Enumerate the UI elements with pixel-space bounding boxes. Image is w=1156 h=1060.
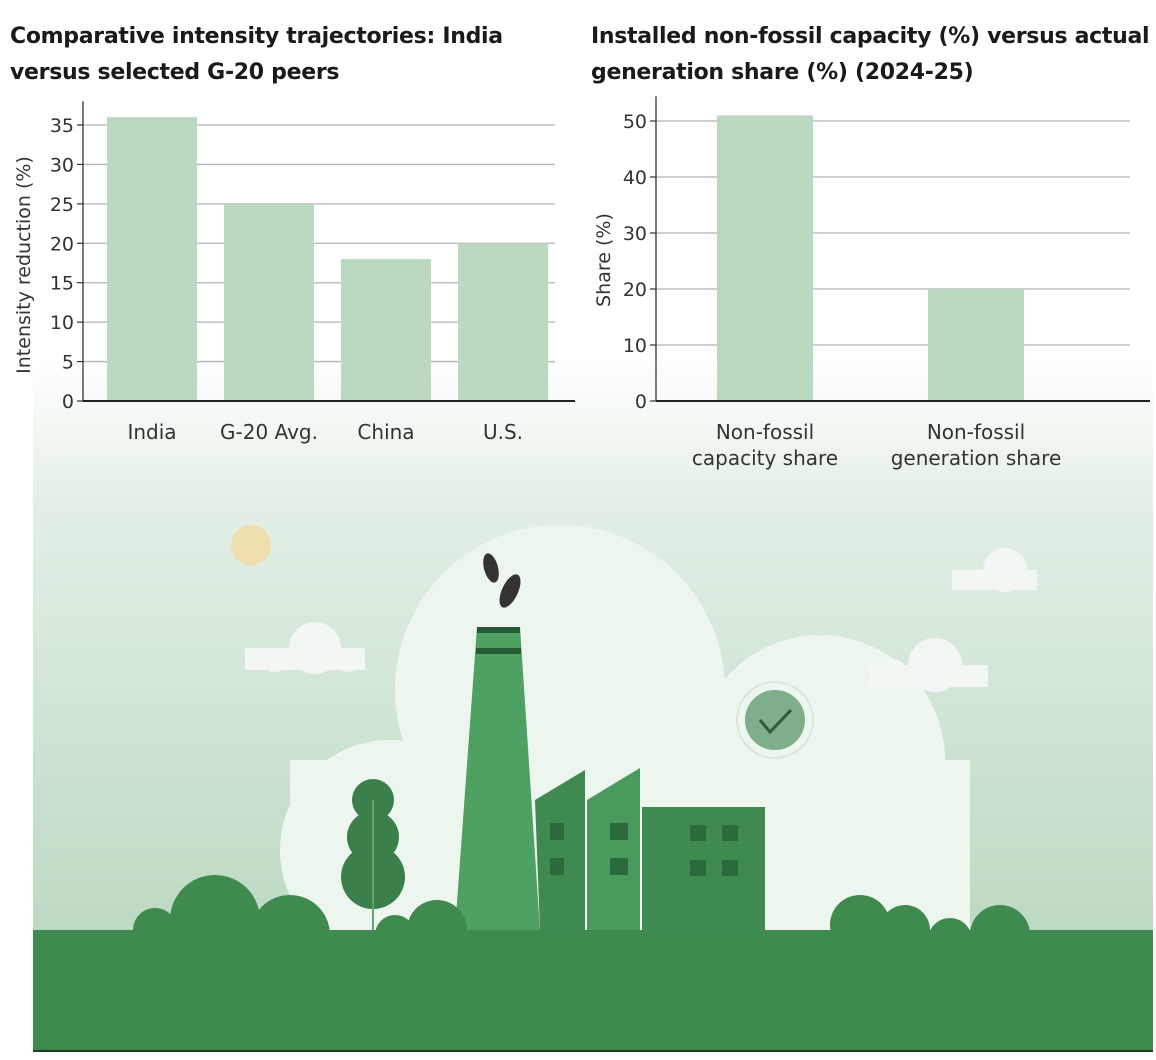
y-tick-label: 0 xyxy=(62,391,74,413)
bar-0 xyxy=(717,115,813,402)
sun-icon xyxy=(231,525,271,565)
bar-1 xyxy=(928,289,1024,401)
y-tick-label: 15 xyxy=(50,273,74,295)
x-category-label: China xyxy=(357,420,414,444)
right-chart-title: Installed non-fossil capacity (%) versus… xyxy=(591,24,1150,85)
x-category-label: India xyxy=(127,420,176,444)
x-category-label: Non-fossil xyxy=(927,420,1025,444)
check-badge-icon xyxy=(736,681,814,759)
y-tick-label: 50 xyxy=(623,111,647,133)
y-tick-label: 20 xyxy=(50,233,74,255)
y-tick-label: 0 xyxy=(635,391,647,413)
chimney xyxy=(455,627,540,930)
bar-0 xyxy=(107,117,197,401)
y-tick-label: 25 xyxy=(50,194,74,216)
y-tick-label: 35 xyxy=(50,115,74,137)
bar-2 xyxy=(341,259,431,401)
left-bar-chart: 0 5 10 15 20 25 30 35 India G-20 Avg. China U.S. Int… xyxy=(13,101,575,444)
factory-buildings xyxy=(535,768,765,930)
y-tick-label: 10 xyxy=(50,312,74,334)
x-category-label: U.S. xyxy=(483,420,523,444)
x-category-label: Non-fossil xyxy=(716,420,814,444)
x-category-label: generation share xyxy=(891,446,1062,470)
y-tick-label: 5 xyxy=(62,352,74,374)
y-tick-label: 30 xyxy=(50,154,74,176)
bar-3 xyxy=(458,243,548,401)
small-cloud-right-top xyxy=(952,548,1037,592)
leaf-icon xyxy=(483,553,521,608)
bar-1 xyxy=(224,203,314,401)
x-category-label: G-20 Avg. xyxy=(220,420,318,444)
small-cloud-right xyxy=(870,638,988,692)
small-cloud-left xyxy=(245,622,365,674)
tree xyxy=(341,779,405,930)
y-tick-label: 30 xyxy=(623,223,647,245)
left-chart-title: Comparative intensity trajectories: Indi… xyxy=(10,24,503,85)
x-category-label: capacity share xyxy=(692,446,838,470)
y-tick-label: 40 xyxy=(623,167,647,189)
y-axis-label: Share (%) xyxy=(593,213,615,307)
ground xyxy=(33,930,1153,1050)
y-axis-label: Intensity reduction (%) xyxy=(13,156,35,374)
y-tick-label: 20 xyxy=(623,279,647,301)
y-tick-label: 10 xyxy=(623,335,647,357)
